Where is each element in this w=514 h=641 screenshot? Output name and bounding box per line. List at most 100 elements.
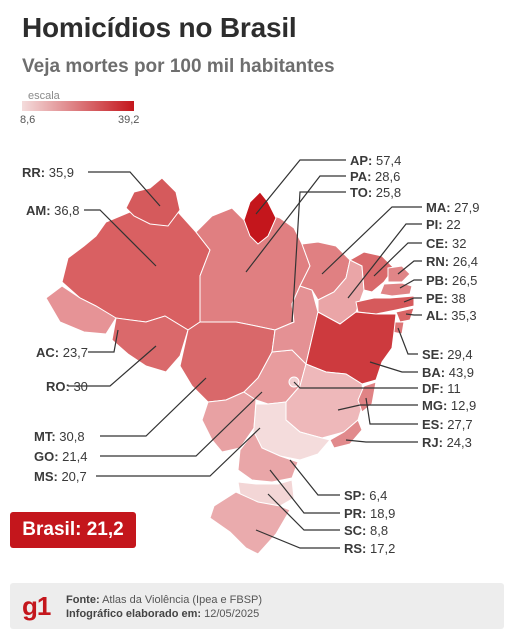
state-label-sp: SP: 6,4 — [344, 488, 387, 503]
state-label-ro: RO: 30 — [46, 379, 88, 394]
state-label-ms: MS: 20,7 — [34, 469, 87, 484]
state-abbr: AM: — [26, 203, 51, 218]
state-abbr: SP: — [344, 488, 366, 503]
state-label-rs: RS: 17,2 — [344, 541, 395, 556]
state-label-mg: MG: 12,9 — [422, 398, 476, 413]
source-label: Fonte: — [66, 594, 100, 606]
scale-max: 39,2 — [118, 114, 140, 126]
state-abbr: PI: — [426, 217, 443, 232]
state-abbr: RJ: — [422, 435, 443, 450]
state-label-rn: RN: 26,4 — [426, 254, 478, 269]
state-value: 29,4 — [444, 347, 473, 362]
state-label-ba: BA: 43,9 — [422, 365, 474, 380]
state-shape-rj — [329, 419, 363, 449]
state-shape-ap — [243, 191, 277, 245]
state-label-ac: AC: 23,7 — [36, 345, 88, 360]
state-value: 36,8 — [51, 203, 80, 218]
state-abbr: RR: — [22, 165, 45, 180]
state-abbr: MG: — [422, 398, 447, 413]
national-value: 21,2 — [86, 519, 124, 540]
state-label-ce: CE: 32 — [426, 236, 466, 251]
state-abbr: SE: — [422, 347, 444, 362]
state-abbr: SC: — [344, 523, 366, 538]
state-label-pe: PE: 38 — [426, 291, 466, 306]
state-value: 35,9 — [45, 165, 74, 180]
national-label: Brasil: — [22, 519, 82, 540]
state-abbr: RS: — [344, 541, 366, 556]
made-label: Infográfico elaborado em: — [66, 608, 202, 620]
state-value: 17,2 — [366, 541, 395, 556]
state-value: 35,3 — [448, 308, 477, 323]
state-labels: RR: 35,9 AM: 36,8 AC: 23,7 RO: 30 MT: 30,8 GO… — [22, 153, 479, 556]
state-label-ma: MA: 27,9 — [426, 200, 479, 215]
page-title: Homicídios no Brasil — [22, 12, 297, 43]
state-abbr: RN: — [426, 254, 449, 269]
state-label-to: TO: 25,8 — [350, 185, 401, 200]
scale-min: 8,6 — [20, 114, 36, 126]
state-value: 57,4 — [372, 153, 401, 168]
state-shape-pr — [237, 431, 299, 483]
state-abbr: RO: — [46, 379, 70, 394]
state-abbr: PB: — [426, 273, 448, 288]
state-abbr: MT: — [34, 429, 56, 444]
state-value: 23,7 — [59, 345, 88, 360]
state-label-mt: MT: 30,8 — [34, 429, 85, 444]
state-value: 25,8 — [372, 185, 401, 200]
date-line: Infográfico elaborado em: 12/05/2025 — [66, 608, 259, 620]
source-text: Atlas da Violência (Ipea e FBSP) — [102, 594, 263, 606]
state-label-al: AL: 35,3 — [426, 308, 477, 323]
state-value: 27,7 — [444, 417, 473, 432]
scale-gradient-bar — [22, 101, 134, 111]
state-shape-ce — [348, 251, 395, 293]
state-shape-rr — [125, 177, 181, 227]
state-abbr: AL: — [426, 308, 448, 323]
state-value: 32 — [448, 236, 466, 251]
state-value: 11 — [444, 381, 461, 396]
state-value: 28,6 — [371, 169, 400, 184]
state-label-pa: PA: 28,6 — [350, 169, 400, 184]
state-label-sc: SC: 8,8 — [344, 523, 388, 538]
state-label-pi: PI: 22 — [426, 217, 461, 232]
state-value: 27,9 — [451, 200, 480, 215]
state-value: 18,9 — [366, 506, 395, 521]
state-label-ap: AP: 57,4 — [350, 153, 401, 168]
state-abbr: TO: — [350, 185, 372, 200]
national-average-badge: Brasil: 21,2 — [10, 512, 136, 548]
made-text: 12/05/2025 — [204, 608, 260, 620]
state-abbr: DF: — [422, 381, 444, 396]
state-value: 38 — [448, 291, 466, 306]
state-value: 8,8 — [366, 523, 388, 538]
source-line: Fonte: Atlas da Violência (Ipea e FBSP) — [66, 594, 262, 606]
state-abbr: AP: — [350, 153, 372, 168]
state-label-se: SE: 29,4 — [422, 347, 473, 362]
state-value: 12,9 — [447, 398, 476, 413]
state-value: 26,5 — [448, 273, 477, 288]
state-abbr: GO: — [34, 449, 59, 464]
state-label-am: AM: 36,8 — [26, 203, 79, 218]
state-abbr: MS: — [34, 469, 58, 484]
state-label-df: DF: 11 — [422, 381, 461, 396]
state-abbr: PR: — [344, 506, 366, 521]
scale-label: escala — [28, 90, 60, 102]
state-label-es: ES: 27,7 — [422, 417, 473, 432]
state-label-pb: PB: 26,5 — [426, 273, 477, 288]
state-shape-rn — [387, 265, 411, 283]
state-abbr: BA: — [422, 365, 445, 380]
state-abbr: CE: — [426, 236, 448, 251]
state-abbr: MA: — [426, 200, 451, 215]
brazil-map: RR: 35,9 AM: 36,8 AC: 23,7 RO: 30 MT: 30,8 GO… — [22, 153, 479, 556]
state-shape-pb — [379, 282, 413, 297]
state-label-rj: RJ: 24,3 — [422, 435, 472, 450]
footer: g1 Fonte: Atlas da Violência (Ipea e FBS… — [10, 583, 504, 629]
state-value: 24,3 — [443, 435, 472, 450]
state-abbr: PA: — [350, 169, 371, 184]
state-value: 20,7 — [58, 469, 87, 484]
state-abbr: PE: — [426, 291, 448, 306]
page-subtitle: Veja mortes por 100 mil habitantes — [22, 56, 335, 77]
state-value: 22 — [443, 217, 461, 232]
state-abbr: AC: — [36, 345, 59, 360]
state-value: 26,4 — [449, 254, 478, 269]
leader-lines — [68, 159, 422, 549]
state-value: 30,8 — [56, 429, 85, 444]
state-label-rr: RR: 35,9 — [22, 165, 74, 180]
